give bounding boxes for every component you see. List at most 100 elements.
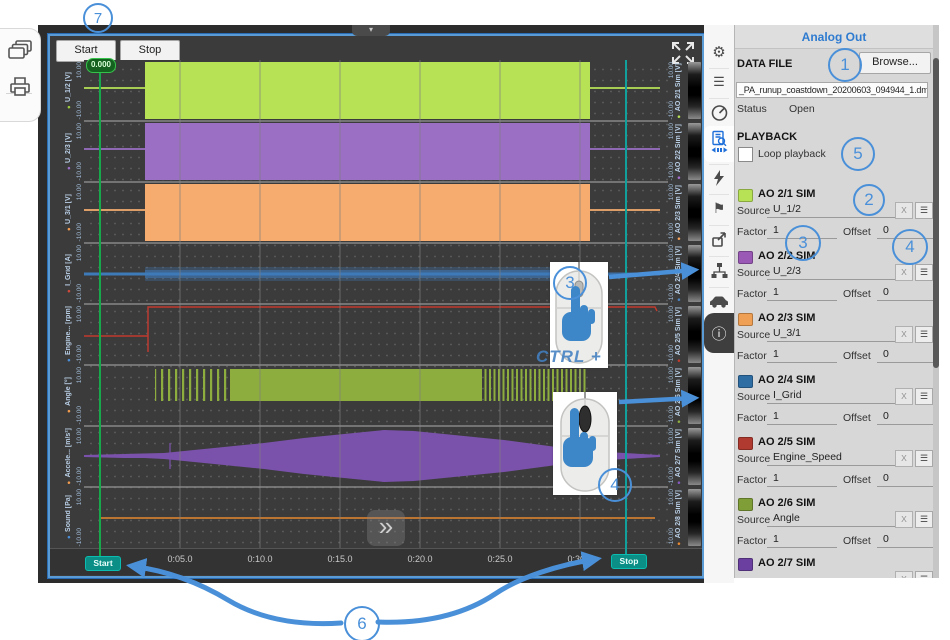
panel-scrollbar[interactable]: [933, 25, 939, 578]
callout-4-mouse: 4: [598, 468, 632, 502]
callout-1: 1: [828, 48, 862, 82]
level-meter: [688, 62, 701, 119]
channel-select-button[interactable]: ☰: [915, 202, 933, 219]
source-input[interactable]: U_3/1: [767, 326, 897, 342]
axis-left-engine: ● Engine... [rpm] 10.00 -10.00: [64, 306, 84, 363]
channel-swatch: [738, 558, 753, 571]
displays-icon-glyph: [8, 40, 32, 59]
channel-dot: ●: [65, 355, 72, 363]
channel-select-button[interactable]: ☰: [915, 264, 933, 281]
data-file-field[interactable]: _PA_runup_coastdown_20200603_094944_1.dm…: [736, 82, 928, 98]
stop-cursor-extension: [625, 544, 627, 558]
stop-button[interactable]: Stop: [120, 40, 180, 62]
factor-label: Factor: [737, 226, 767, 238]
analog-out-panel: Analog Out DATA FILE Browse... _PA_runup…: [734, 25, 933, 578]
channel-select-button[interactable]: ☰: [915, 326, 933, 343]
level-meter: [688, 123, 701, 180]
level-meter: [688, 428, 701, 485]
channel-dot: ●: [675, 110, 682, 119]
factor-input[interactable]: 1: [767, 409, 837, 425]
offset-input[interactable]: 0: [877, 532, 933, 548]
info-tab: [704, 313, 734, 353]
factor-label: Factor: [737, 535, 767, 547]
vehicle-icon[interactable]: [704, 288, 734, 314]
playback-mode-icon[interactable]: [704, 129, 734, 155]
source-input[interactable]: Engine_Speed: [767, 450, 897, 466]
offset-input[interactable]: 0: [877, 409, 933, 425]
loop-playback-checkbox[interactable]: [738, 147, 753, 162]
axis-left-sound: ● Sound [Pa] 10.00 -10.00: [64, 489, 84, 546]
callout-3-mouse: 3: [553, 266, 587, 300]
events-flag-icon[interactable]: ⚑: [712, 199, 726, 216]
axis-right-ao5: ● AO 2/5 Sim [V] 10.00 -10.00: [668, 306, 682, 363]
offset-label: Offset: [843, 474, 871, 486]
row-separators: [84, 120, 668, 488]
clear-source-button[interactable]: X: [895, 388, 913, 405]
factor-input[interactable]: 1: [767, 347, 837, 363]
time-tick: 0:25.0: [487, 554, 513, 564]
panel-scrollbar-thumb[interactable]: [933, 58, 939, 368]
channel-select-button[interactable]: ☰: [915, 388, 933, 405]
browse-button[interactable]: Browse...: [859, 52, 931, 74]
factor-label: Factor: [737, 288, 767, 300]
measure-gauge-icon[interactable]: [704, 99, 734, 125]
axis-left-u31: ● U_3/1 [V] 10.00 -10.00: [64, 184, 84, 241]
source-input[interactable]: Angle: [767, 511, 897, 527]
time-tick: 0:30.0: [567, 554, 593, 564]
offset-label: Offset: [843, 535, 871, 547]
status-label: Status: [737, 103, 767, 115]
instrument-toolbar: ⚙ ☰ ⚑: [704, 25, 734, 583]
info-icon[interactable]: ⓘ: [711, 325, 727, 343]
offset-label: Offset: [843, 412, 871, 424]
stop-marker[interactable]: Stop: [611, 554, 647, 569]
displays-icon[interactable]: [7, 37, 33, 63]
start-marker[interactable]: Start: [85, 556, 121, 571]
network-icon[interactable]: [704, 257, 734, 283]
clear-source-button[interactable]: X: [895, 202, 913, 219]
source-input[interactable]: I_Grid: [767, 388, 897, 404]
callout-5: 5: [841, 137, 875, 171]
channel-select-button[interactable]: ☰: [915, 511, 933, 528]
clear-source-button[interactable]: X: [895, 511, 913, 528]
factor-input[interactable]: 1: [767, 471, 837, 487]
axis-right-ao1: ● AO 2/1 Sim [V] 10.00 -10.00: [668, 62, 682, 119]
source-input[interactable]: U_1/2: [767, 202, 897, 218]
status-value: Open: [789, 103, 815, 115]
export-icon[interactable]: [704, 226, 734, 252]
offset-input[interactable]: 0: [877, 471, 933, 487]
channel-list-icon[interactable]: ☰: [713, 74, 725, 89]
offset-label: Offset: [843, 350, 871, 362]
start-button[interactable]: Start: [56, 40, 116, 62]
settings-icon[interactable]: ⚙: [712, 44, 726, 61]
source-input[interactable]: [767, 571, 897, 578]
mouse-scroll-image: [553, 392, 617, 495]
clear-source-button[interactable]: X: [895, 264, 913, 281]
axis-left-u23: ● U_2/3 [V] 10.00 -10.00: [64, 123, 84, 180]
offset-input[interactable]: 0: [877, 285, 933, 301]
channel-select-button[interactable]: ☰: [915, 450, 933, 467]
cursor-value-badge: 0.000: [86, 58, 116, 73]
channel-name: AO 2/3 SIM: [758, 312, 816, 324]
offset-input[interactable]: 0: [877, 347, 933, 363]
channel-dot: ●: [65, 223, 72, 232]
trace-block-u31: [145, 184, 590, 241]
channel-select-button[interactable]: ☰: [915, 571, 933, 578]
axis-left-igrid: ● I_Grid [A] 10.00 -10.00: [64, 245, 84, 302]
clear-source-button[interactable]: X: [895, 326, 913, 343]
fast-forward-button[interactable]: »: [367, 510, 405, 546]
factor-input[interactable]: 1: [767, 532, 837, 548]
source-input[interactable]: U_2/3: [767, 264, 897, 280]
channel-dot: ●: [65, 162, 72, 171]
clear-source-button[interactable]: X: [895, 571, 913, 578]
clear-source-button[interactable]: X: [895, 450, 913, 467]
left-dock: [0, 28, 41, 122]
factor-label: Factor: [737, 474, 767, 486]
collapse-panel-tab[interactable]: ▾: [352, 25, 390, 36]
data-file-label: DATA FILE: [737, 58, 793, 70]
factor-input[interactable]: 1: [767, 285, 837, 301]
channel-name: AO 2/7 SIM: [758, 557, 816, 569]
trigger-bolt-icon[interactable]: [704, 165, 734, 191]
channel-dot: ●: [65, 406, 72, 414]
printer-icon[interactable]: [7, 73, 33, 99]
loop-playback-label: Loop playback: [758, 148, 826, 160]
